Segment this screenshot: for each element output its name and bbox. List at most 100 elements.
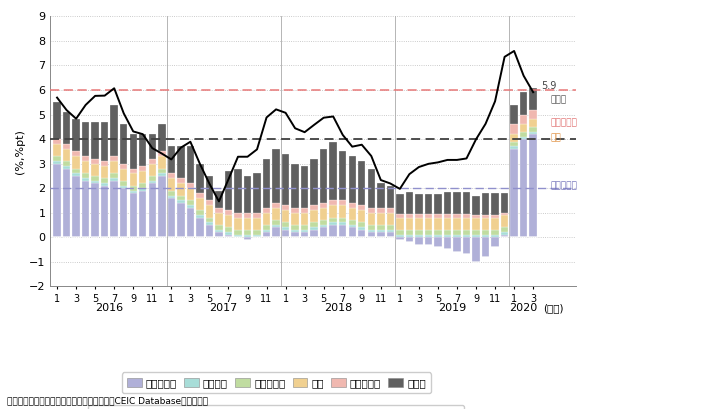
Bar (405, 218, 413, 230)
Bar (425, 237, 432, 245)
Bar (396, 214, 404, 218)
Bar (158, 124, 166, 151)
Bar (396, 230, 404, 235)
Bar (186, 208, 194, 237)
Bar (368, 169, 375, 208)
Bar (520, 92, 527, 115)
Bar (110, 181, 118, 237)
Bar (158, 176, 166, 237)
Bar (120, 186, 127, 188)
Bar (368, 213, 375, 225)
Bar (415, 237, 423, 245)
Bar (120, 164, 127, 169)
Bar (253, 230, 261, 235)
Text: 2018: 2018 (324, 303, 352, 313)
Bar (348, 208, 356, 220)
Bar (234, 218, 242, 230)
Bar (415, 230, 423, 235)
Bar (405, 230, 413, 235)
Bar (186, 200, 194, 205)
Bar (491, 193, 499, 215)
Bar (396, 235, 404, 237)
Bar (454, 218, 461, 230)
Bar (234, 169, 242, 213)
Bar (320, 225, 328, 227)
Bar (158, 151, 166, 156)
Bar (339, 218, 346, 222)
Bar (234, 230, 242, 235)
Bar (139, 171, 146, 183)
Bar (368, 225, 375, 230)
Bar (73, 176, 80, 237)
Bar (396, 194, 404, 214)
Bar (53, 161, 60, 164)
Bar (301, 230, 308, 232)
Bar (91, 183, 99, 237)
Bar (130, 169, 137, 173)
Bar (63, 112, 71, 144)
Bar (501, 232, 508, 235)
Bar (91, 176, 99, 181)
Bar (434, 235, 441, 237)
Bar (63, 144, 71, 149)
Bar (263, 230, 270, 232)
Bar (472, 237, 480, 262)
Bar (91, 122, 99, 159)
Bar (186, 183, 194, 188)
Bar (101, 178, 109, 183)
Bar (73, 156, 80, 169)
Bar (348, 220, 356, 225)
Bar (139, 188, 146, 191)
Bar (130, 173, 137, 186)
Bar (63, 149, 71, 161)
Bar (377, 232, 384, 237)
Text: 住宅: 住宅 (550, 133, 561, 142)
Bar (186, 205, 194, 208)
Bar (73, 173, 80, 176)
Bar (282, 222, 289, 227)
Bar (330, 200, 337, 205)
Bar (368, 208, 375, 213)
Bar (510, 105, 518, 124)
Bar (444, 192, 451, 214)
Bar (339, 225, 346, 237)
Bar (463, 230, 470, 235)
Bar (196, 198, 204, 210)
Bar (225, 235, 232, 237)
Bar (120, 124, 127, 164)
Bar (130, 191, 137, 193)
Bar (130, 193, 137, 237)
Bar (377, 208, 384, 213)
Bar (425, 218, 432, 230)
Bar (110, 105, 118, 156)
Bar (244, 235, 251, 237)
Bar (491, 218, 499, 230)
Bar (110, 173, 118, 178)
Bar (139, 183, 146, 188)
Text: 2016: 2016 (95, 303, 124, 313)
Bar (272, 227, 280, 237)
Bar (225, 171, 232, 210)
Bar (529, 134, 537, 237)
Bar (177, 178, 184, 183)
Bar (139, 191, 146, 237)
Bar (148, 181, 156, 183)
Bar (196, 218, 204, 237)
Bar (196, 193, 204, 198)
Bar (434, 218, 441, 230)
Bar (177, 196, 184, 200)
Bar (444, 214, 451, 218)
Bar (387, 232, 394, 237)
Bar (292, 208, 299, 213)
Bar (206, 218, 213, 222)
Bar (377, 213, 384, 225)
Bar (529, 88, 537, 110)
Bar (196, 210, 204, 215)
Bar (454, 192, 461, 214)
Bar (463, 218, 470, 230)
Bar (272, 208, 280, 220)
Bar (358, 205, 366, 210)
Bar (444, 237, 451, 249)
Bar (120, 169, 127, 181)
Text: 5.9: 5.9 (541, 81, 556, 91)
